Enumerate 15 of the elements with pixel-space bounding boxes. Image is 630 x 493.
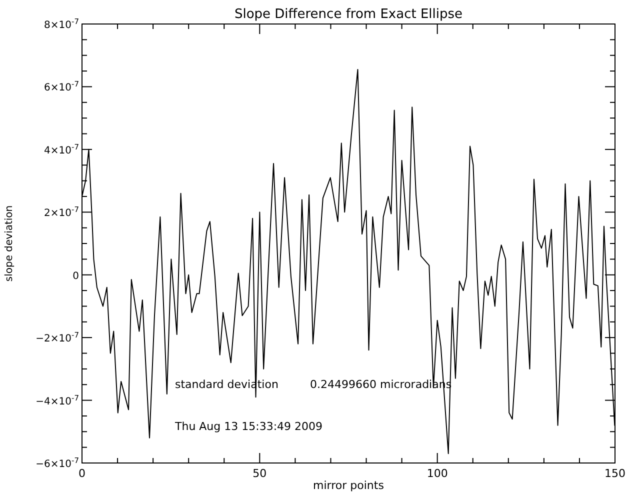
- y-axis-title: slope deviation: [4, 205, 15, 282]
- y-tick-label: 8×10$^{-7}$: [44, 16, 80, 31]
- y-tick-label: 2×10$^{-7}$: [44, 204, 80, 220]
- y-tick-label: 6×10$^{-7}$: [44, 79, 80, 94]
- y-tick-label: −2×10$^{-7}$: [36, 330, 80, 345]
- y-tick-label: 0: [72, 270, 79, 282]
- annotation: Thu Aug 13 15:33:49 2009: [174, 420, 323, 433]
- y-tick-label: −4×10$^{-7}$: [36, 392, 80, 408]
- chart-title: Slope Difference from Exact Ellipse: [234, 7, 463, 22]
- y-tick-label: −6×10$^{-7}$: [36, 456, 80, 470]
- x-tick-label: 100: [426, 467, 448, 480]
- x-tick-label: 150: [604, 467, 626, 480]
- y-tick-label: 4×10$^{-7}$: [44, 142, 80, 156]
- x-tick-label: 50: [252, 467, 267, 480]
- x-axis-title: mirror points: [313, 479, 384, 492]
